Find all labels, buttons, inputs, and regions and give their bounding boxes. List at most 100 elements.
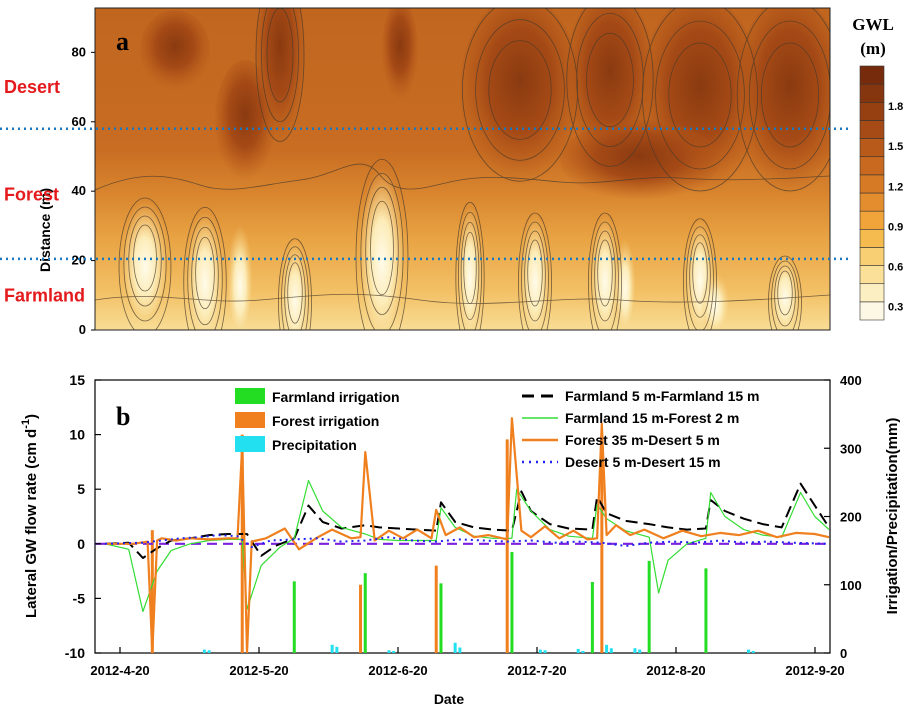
x-tick-label: 2012-6-20 [368,663,427,678]
panel-b-label: b [116,402,130,431]
series-line-farmland-15-m-forest-2-m [104,479,830,613]
bar-precipitation [543,650,547,653]
bar-precipitation [747,649,751,653]
legend-label: Farmland 5 m-Farmland 15 m [565,388,760,404]
contour-field [95,8,830,330]
bar-farmland-irrigation [647,560,651,653]
colorbar-swatch [859,192,885,212]
y-tick-label: 0 [79,322,86,337]
contour-line [692,242,708,304]
contour-line [118,197,172,330]
colorbar-swatch [859,120,885,139]
x-tick-label: 2012-4-20 [90,663,149,678]
bar-forest-irrigation [505,439,509,653]
light-plume [123,195,167,315]
contour-line [748,20,830,170]
bar-precipitation [581,650,585,653]
legend-label: Desert 5 m-Desert 15 m [565,454,721,470]
y2-tick-label: 200 [840,510,862,525]
contour-line [287,262,303,324]
dark-region [215,60,275,180]
contour-line [586,32,634,128]
legend-swatch [235,412,265,428]
dark-region [560,120,720,200]
colorbar-swatch [859,228,885,248]
contour-line [642,8,758,192]
dark-region [460,8,580,185]
contour-line [777,270,793,316]
colorbar-swatch [859,210,885,230]
series-line-desert-5-m-desert-15-m [104,534,830,549]
colorbar-tick-label: 0.9 [888,221,903,233]
y-tick-label: 15 [69,372,85,388]
y2-tick-label: 300 [840,441,862,456]
colorbar: 0.3 0.6 0.9 1.2 1.5 1.8 [859,65,903,321]
y2-tick-label: 100 [840,578,862,593]
colorbar-swatch [859,138,885,158]
contour-line [128,215,162,307]
contour-line [668,42,732,148]
bar-farmland-irrigation [363,573,367,653]
series-line-forest-35-m-desert-5-m [105,417,830,653]
contour-line [591,221,619,330]
dark-region [382,8,418,100]
light-plume [701,270,729,330]
light-plume [360,160,404,330]
bar-precipitation [207,650,211,653]
contour-line [191,226,219,326]
bar-farmland-irrigation [510,551,514,653]
contour-line [187,216,223,330]
bar-farmland-irrigation [704,568,708,653]
contour-line [736,8,830,192]
colorbar-swatch [859,156,885,176]
panel-a-frame [94,7,831,331]
contour-line [768,255,802,330]
contour-line [458,211,482,330]
y2-tick-label: 0 [840,646,847,661]
contour-line [527,239,543,307]
legend: Farmland irrigation Forest irrigation Prec… [235,388,760,470]
contour-line [460,221,480,321]
x-tick-label: 2012-9-20 [785,663,844,678]
bar-precipitation [576,648,580,653]
legend-swatch [235,388,265,404]
contour-line [95,163,830,191]
contour-line [455,201,485,330]
bar-precipitation [453,642,457,653]
contour-line [588,212,622,330]
light-plume [615,235,635,325]
y-tick-label: 80 [72,44,86,59]
bar-forest-irrigation [150,530,154,653]
colorbar-tick-label: 0.6 [888,262,903,274]
bar-precipitation [638,649,642,653]
bar-forest-irrigation [359,584,363,653]
contour-line [255,8,305,142]
bar-precipitation [538,649,542,653]
colorbar-swatch [859,283,885,303]
contour-line [123,206,167,322]
panel-a-y-axis-label: Distance (m) [37,188,53,272]
contour-line [365,186,399,316]
bar-forest-irrigation [600,451,604,653]
y-tick-label: 10 [69,427,85,443]
colorbar-title-line1: GWL [852,15,894,34]
x-tick-label: 2012-7-20 [507,663,566,678]
legend-label: Forest irrigation [272,413,379,429]
legend-label: Farmland irrigation [272,389,400,405]
bar-precipitation [633,648,637,653]
contour-line [281,246,309,330]
zone-label: Forest [4,185,59,205]
contour-line [761,42,820,148]
light-plume [458,200,482,330]
zone-labels: Desert Forest Farmland [4,77,85,305]
colorbar-swatch [859,65,885,85]
contour-line [774,265,796,327]
dark-region [735,8,830,195]
bar-precipitation [751,650,755,653]
light-plume [187,205,223,330]
colorbar-swatch [859,83,885,103]
panel-b-y2-axis-label: Irrigation/Precipitation(mm) [884,418,901,615]
bar-precipitation [202,649,206,653]
panel-b-y-axis-label: Lateral GW flow rate (cm d-1) [20,414,40,618]
panel-b-axes: -10 -5 0 5 10 15 0 100 200 300 400 2012-4-20 2012-5-… [65,372,862,678]
